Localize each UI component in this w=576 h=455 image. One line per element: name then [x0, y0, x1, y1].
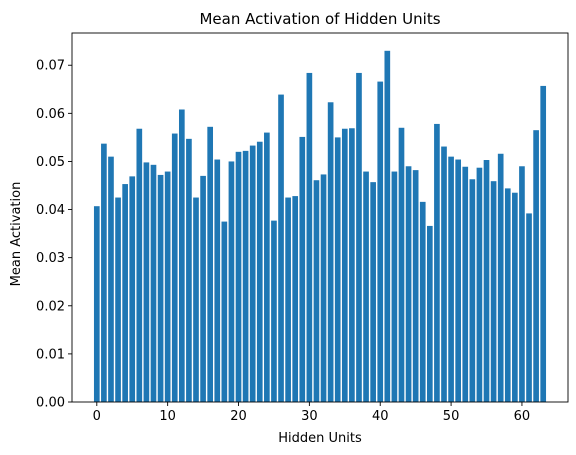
chart-title: Mean Activation of Hidden Units: [199, 10, 440, 28]
bar-unit-54: [476, 167, 483, 402]
bar-unit-22: [249, 145, 256, 402]
x-tick-label: 40: [372, 409, 389, 424]
x-tick-label: 60: [514, 409, 531, 424]
bar-unit-60: [519, 166, 525, 402]
bar-unit-9: [157, 174, 164, 402]
bar-unit-35: [341, 128, 348, 402]
bar-unit-31: [313, 180, 320, 402]
x-tick-label: 50: [443, 409, 460, 424]
bar-unit-23: [256, 141, 263, 402]
bar-unit-13: [186, 138, 192, 402]
bar-unit-2: [108, 156, 114, 402]
x-axis-label: Hidden Units: [278, 431, 362, 446]
bar-unit-62: [533, 130, 539, 403]
bar-unit-44: [405, 166, 412, 402]
bar-unit-1: [101, 143, 107, 402]
bar-unit-53: [469, 179, 476, 402]
y-tick-label: 0.00: [36, 396, 65, 411]
bar-unit-41: [384, 50, 391, 402]
bar-unit-16: [207, 126, 214, 402]
bars-group: [93, 50, 547, 403]
bar-unit-42: [391, 171, 398, 402]
bar-unit-39: [370, 182, 376, 402]
bar-unit-48: [434, 123, 440, 402]
y-tick-label: 0.05: [36, 155, 65, 170]
bar-unit-5: [129, 176, 136, 402]
bar-unit-10: [164, 171, 171, 402]
bar-unit-52: [462, 166, 469, 402]
plot-frame: [71, 32, 569, 403]
bar-unit-33: [327, 102, 334, 402]
bar-unit-40: [377, 81, 384, 403]
bar-unit-15: [200, 175, 206, 402]
bar-unit-29: [299, 136, 306, 402]
bar-unit-21: [242, 150, 249, 402]
bar-unit-3: [115, 197, 121, 402]
bar-unit-61: [526, 213, 532, 402]
bar-unit-56: [490, 181, 497, 402]
bar-unit-27: [285, 197, 291, 402]
y-tick-label: 0.07: [36, 59, 65, 74]
bar-unit-14: [193, 197, 199, 402]
bar-unit-20: [235, 151, 242, 402]
bar-unit-34: [334, 137, 341, 403]
x-tick-label: 0: [93, 409, 101, 424]
bar-unit-63: [540, 85, 547, 402]
bar-unit-6: [136, 128, 143, 402]
bar-unit-30: [306, 72, 313, 402]
bar-unit-25: [271, 220, 277, 402]
bar-unit-17: [214, 159, 221, 402]
y-axis-ticks: 0.00 0.01 0.02 0.03 0.04 0.05 0.06 0.07: [36, 59, 72, 411]
bar-unit-26: [278, 94, 284, 402]
bar-unit-28: [292, 196, 299, 402]
bar-unit-45: [412, 170, 419, 402]
bar-unit-11: [171, 133, 178, 402]
bar-unit-51: [455, 159, 462, 402]
bar-unit-18: [221, 221, 228, 402]
y-tick-label: 0.02: [36, 299, 65, 314]
bar-unit-38: [363, 171, 369, 402]
bar-unit-49: [441, 146, 447, 402]
bar-unit-50: [448, 156, 454, 402]
bar-unit-32: [320, 174, 327, 402]
bar-unit-4: [122, 184, 128, 402]
y-tick-label: 0.06: [36, 107, 65, 122]
bar-unit-19: [228, 161, 235, 402]
y-tick-label: 0.03: [36, 251, 65, 266]
bar-unit-12: [178, 109, 185, 402]
bar-unit-47: [426, 225, 433, 402]
bar-unit-24: [264, 132, 270, 402]
x-tick-label: 30: [301, 409, 318, 424]
bar-unit-55: [483, 160, 490, 402]
bar-unit-59: [512, 192, 518, 402]
x-tick-label: 20: [230, 409, 247, 424]
y-axis-label: Mean Activation: [9, 182, 24, 287]
bar-unit-43: [398, 127, 405, 402]
bar-unit-57: [497, 153, 504, 402]
x-tick-label: 10: [159, 409, 176, 424]
bar-unit-46: [419, 201, 426, 402]
bar-unit-58: [504, 188, 511, 402]
bar-unit-0: [93, 206, 100, 402]
bar-unit-7: [143, 162, 150, 402]
bar-unit-8: [150, 164, 157, 402]
y-tick-label: 0.04: [36, 203, 65, 218]
bar-unit-37: [356, 72, 362, 402]
y-tick-label: 0.01: [36, 347, 65, 362]
x-axis-ticks: 0 10 20 30 40 50 60: [93, 402, 531, 424]
bar-unit-36: [349, 128, 355, 403]
